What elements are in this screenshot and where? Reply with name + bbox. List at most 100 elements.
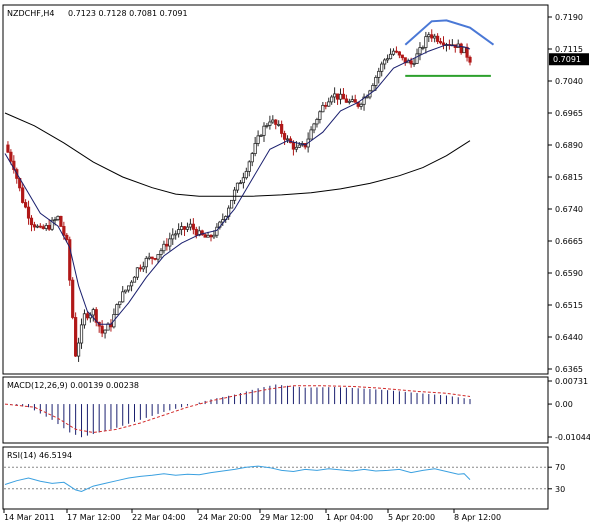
- candle-body: [150, 256, 154, 259]
- candle: [232, 186, 237, 205]
- macd-signal-line: [4, 385, 471, 434]
- candle: [76, 337, 81, 362]
- candle-body: [206, 234, 210, 238]
- candle-body: [241, 177, 245, 184]
- candle: [132, 276, 137, 283]
- candle: [424, 31, 428, 54]
- candle: [397, 51, 401, 59]
- candle-body: [29, 217, 34, 226]
- candle: [24, 199, 28, 209]
- candle: [141, 261, 145, 272]
- candle: [388, 48, 393, 60]
- candle: [383, 58, 387, 70]
- candle: [344, 94, 348, 103]
- candle: [6, 141, 10, 153]
- candle-body: [103, 329, 107, 334]
- candle-body: [62, 226, 66, 236]
- candle-body: [459, 43, 463, 54]
- candle-body: [26, 206, 31, 219]
- candle-body: [35, 225, 39, 228]
- time-axis-label: 5 Apr 20:00: [388, 513, 435, 522]
- candle: [321, 102, 325, 113]
- candle-body: [209, 234, 213, 238]
- candle: [312, 122, 316, 134]
- candle-body: [197, 230, 201, 236]
- candle-body: [462, 46, 466, 54]
- candle-body: [430, 34, 434, 39]
- candle-body: [391, 50, 396, 55]
- slow-moving-average-line: [4, 112, 471, 197]
- candle-body: [230, 199, 234, 209]
- candle: [362, 93, 366, 111]
- candle-body: [297, 144, 301, 148]
- candle-body: [132, 276, 137, 283]
- candle-body: [147, 256, 151, 259]
- candle: [391, 48, 396, 56]
- candle-body: [385, 58, 390, 61]
- candle: [244, 167, 248, 180]
- candle: [338, 88, 343, 105]
- candle: [256, 130, 260, 147]
- candle: [271, 115, 275, 124]
- candle: [400, 54, 404, 61]
- ohlc-values: 0.7123 0.7128 0.7081 0.7091: [68, 9, 188, 18]
- candle-body: [191, 223, 195, 230]
- candle-body: [330, 96, 334, 103]
- candle: [127, 285, 131, 293]
- candle-body: [156, 254, 160, 260]
- candle-body: [324, 104, 328, 107]
- candle-body: [374, 77, 378, 86]
- candle-body: [41, 226, 45, 229]
- candle: [333, 87, 337, 103]
- candle: [35, 224, 39, 229]
- candle: [468, 55, 472, 66]
- candle-body: [244, 170, 248, 179]
- candle: [103, 329, 107, 339]
- macd-axis-label: -0.01044: [555, 433, 590, 442]
- candle: [427, 32, 431, 43]
- candle-body: [383, 59, 387, 65]
- candle-body: [118, 301, 122, 305]
- candle: [253, 136, 257, 157]
- head-and-shoulders-arc: [404, 19, 495, 46]
- candle-body: [141, 266, 145, 270]
- candle: [129, 280, 134, 292]
- candle-body: [91, 309, 95, 316]
- candle: [421, 45, 425, 51]
- candle-body: [235, 182, 240, 191]
- candle: [59, 215, 63, 227]
- candle-body: [182, 226, 187, 230]
- candle: [71, 277, 75, 320]
- candle: [371, 83, 375, 92]
- candle-body: [71, 279, 75, 318]
- candle-body: [274, 119, 278, 125]
- candle-body: [215, 226, 219, 236]
- candle-body: [138, 267, 142, 270]
- candle: [26, 200, 31, 225]
- candle-body: [238, 182, 243, 185]
- candle-body: [76, 342, 81, 357]
- candle: [341, 88, 346, 100]
- price-axis-label: 0.6815: [555, 173, 583, 182]
- candle-body: [465, 46, 469, 58]
- candle-body: [203, 234, 207, 238]
- candle-body: [285, 138, 290, 141]
- candle: [262, 122, 266, 142]
- fast-moving-average-line: [4, 44, 471, 325]
- candle-body: [338, 93, 343, 100]
- candle: [330, 94, 334, 105]
- candle: [359, 102, 363, 110]
- candle: [212, 230, 216, 239]
- candle-body: [82, 313, 87, 326]
- candle-body: [321, 104, 325, 113]
- candle-body: [438, 41, 443, 44]
- candle-body: [344, 98, 348, 103]
- candle: [250, 152, 254, 167]
- candle: [462, 46, 466, 54]
- candle: [209, 234, 213, 242]
- rsi-series-group: [4, 465, 547, 493]
- candle-body: [194, 228, 198, 236]
- candle-body: [94, 309, 98, 323]
- candle-body: [409, 60, 413, 65]
- candle: [50, 217, 54, 231]
